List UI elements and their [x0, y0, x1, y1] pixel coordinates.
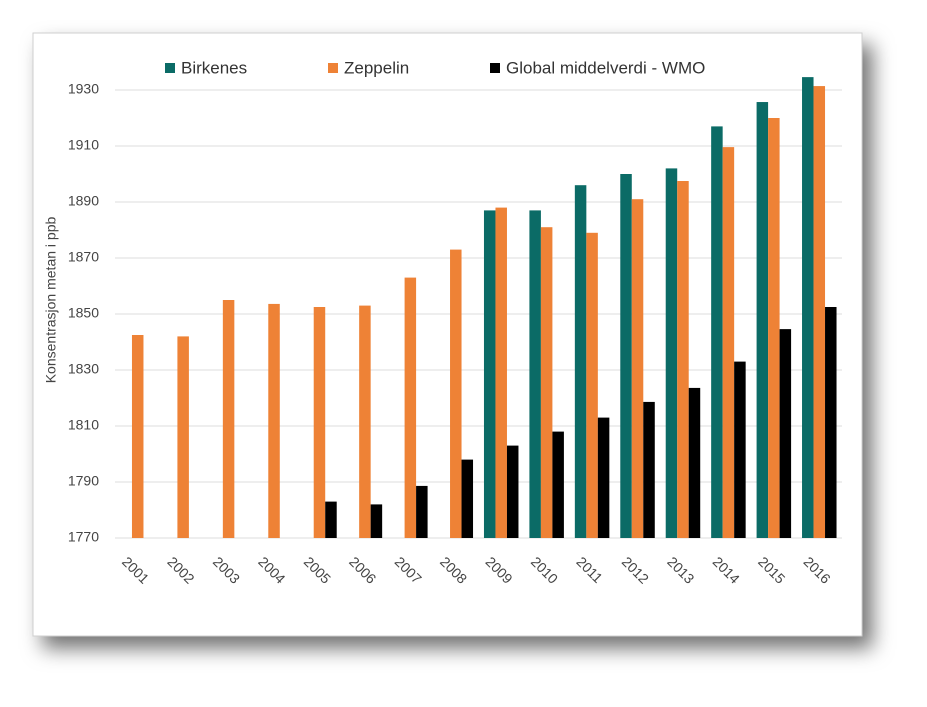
bar [222, 300, 235, 538]
bar [506, 445, 519, 538]
bar [779, 329, 792, 538]
bar [325, 501, 337, 538]
bar [268, 303, 280, 538]
y-tick-label: 1850 [68, 305, 99, 321]
bar [631, 199, 644, 538]
bar [802, 77, 814, 539]
y-tick-label: 1790 [68, 473, 99, 489]
bar [359, 305, 371, 538]
bar [722, 147, 735, 538]
bar [643, 401, 655, 538]
bar [450, 249, 462, 538]
y-tick-label: 1810 [68, 417, 99, 433]
bar [756, 102, 769, 538]
bar [131, 335, 144, 538]
bar [620, 174, 632, 538]
bar [597, 417, 610, 538]
legend-swatch [328, 63, 338, 73]
y-axis-title: Konsentrasjon metan i ppb [43, 217, 59, 384]
bar [825, 307, 837, 538]
bar [768, 118, 780, 538]
bar [404, 277, 417, 538]
bar [416, 485, 428, 538]
legend-swatch [490, 63, 500, 73]
y-tick-label: 1770 [68, 529, 99, 545]
bar [665, 168, 678, 538]
y-tick-label: 1910 [68, 137, 99, 153]
bar [688, 387, 701, 538]
bar [313, 307, 326, 538]
bar [586, 232, 598, 539]
bar [177, 336, 189, 538]
bar [483, 210, 496, 538]
bar [461, 459, 474, 538]
bar [529, 210, 541, 538]
bar [495, 207, 507, 538]
bar [540, 227, 553, 538]
bar [552, 431, 564, 538]
bar [574, 185, 587, 538]
y-tick-label: 1890 [68, 193, 99, 209]
chart-frame [32, 32, 863, 637]
bar [734, 361, 746, 538]
bar [370, 504, 383, 538]
y-tick-label: 1930 [68, 81, 99, 97]
bar [677, 181, 689, 538]
legend-label: Global middelverdi - WMO [506, 58, 705, 77]
legend-label: Zeppelin [344, 58, 409, 77]
legend-label: Birkenes [181, 58, 247, 77]
bar [813, 86, 826, 538]
legend-swatch [165, 63, 175, 73]
y-tick-label: 1830 [68, 361, 99, 377]
y-tick-label: 1870 [68, 249, 99, 265]
bar [711, 126, 723, 539]
